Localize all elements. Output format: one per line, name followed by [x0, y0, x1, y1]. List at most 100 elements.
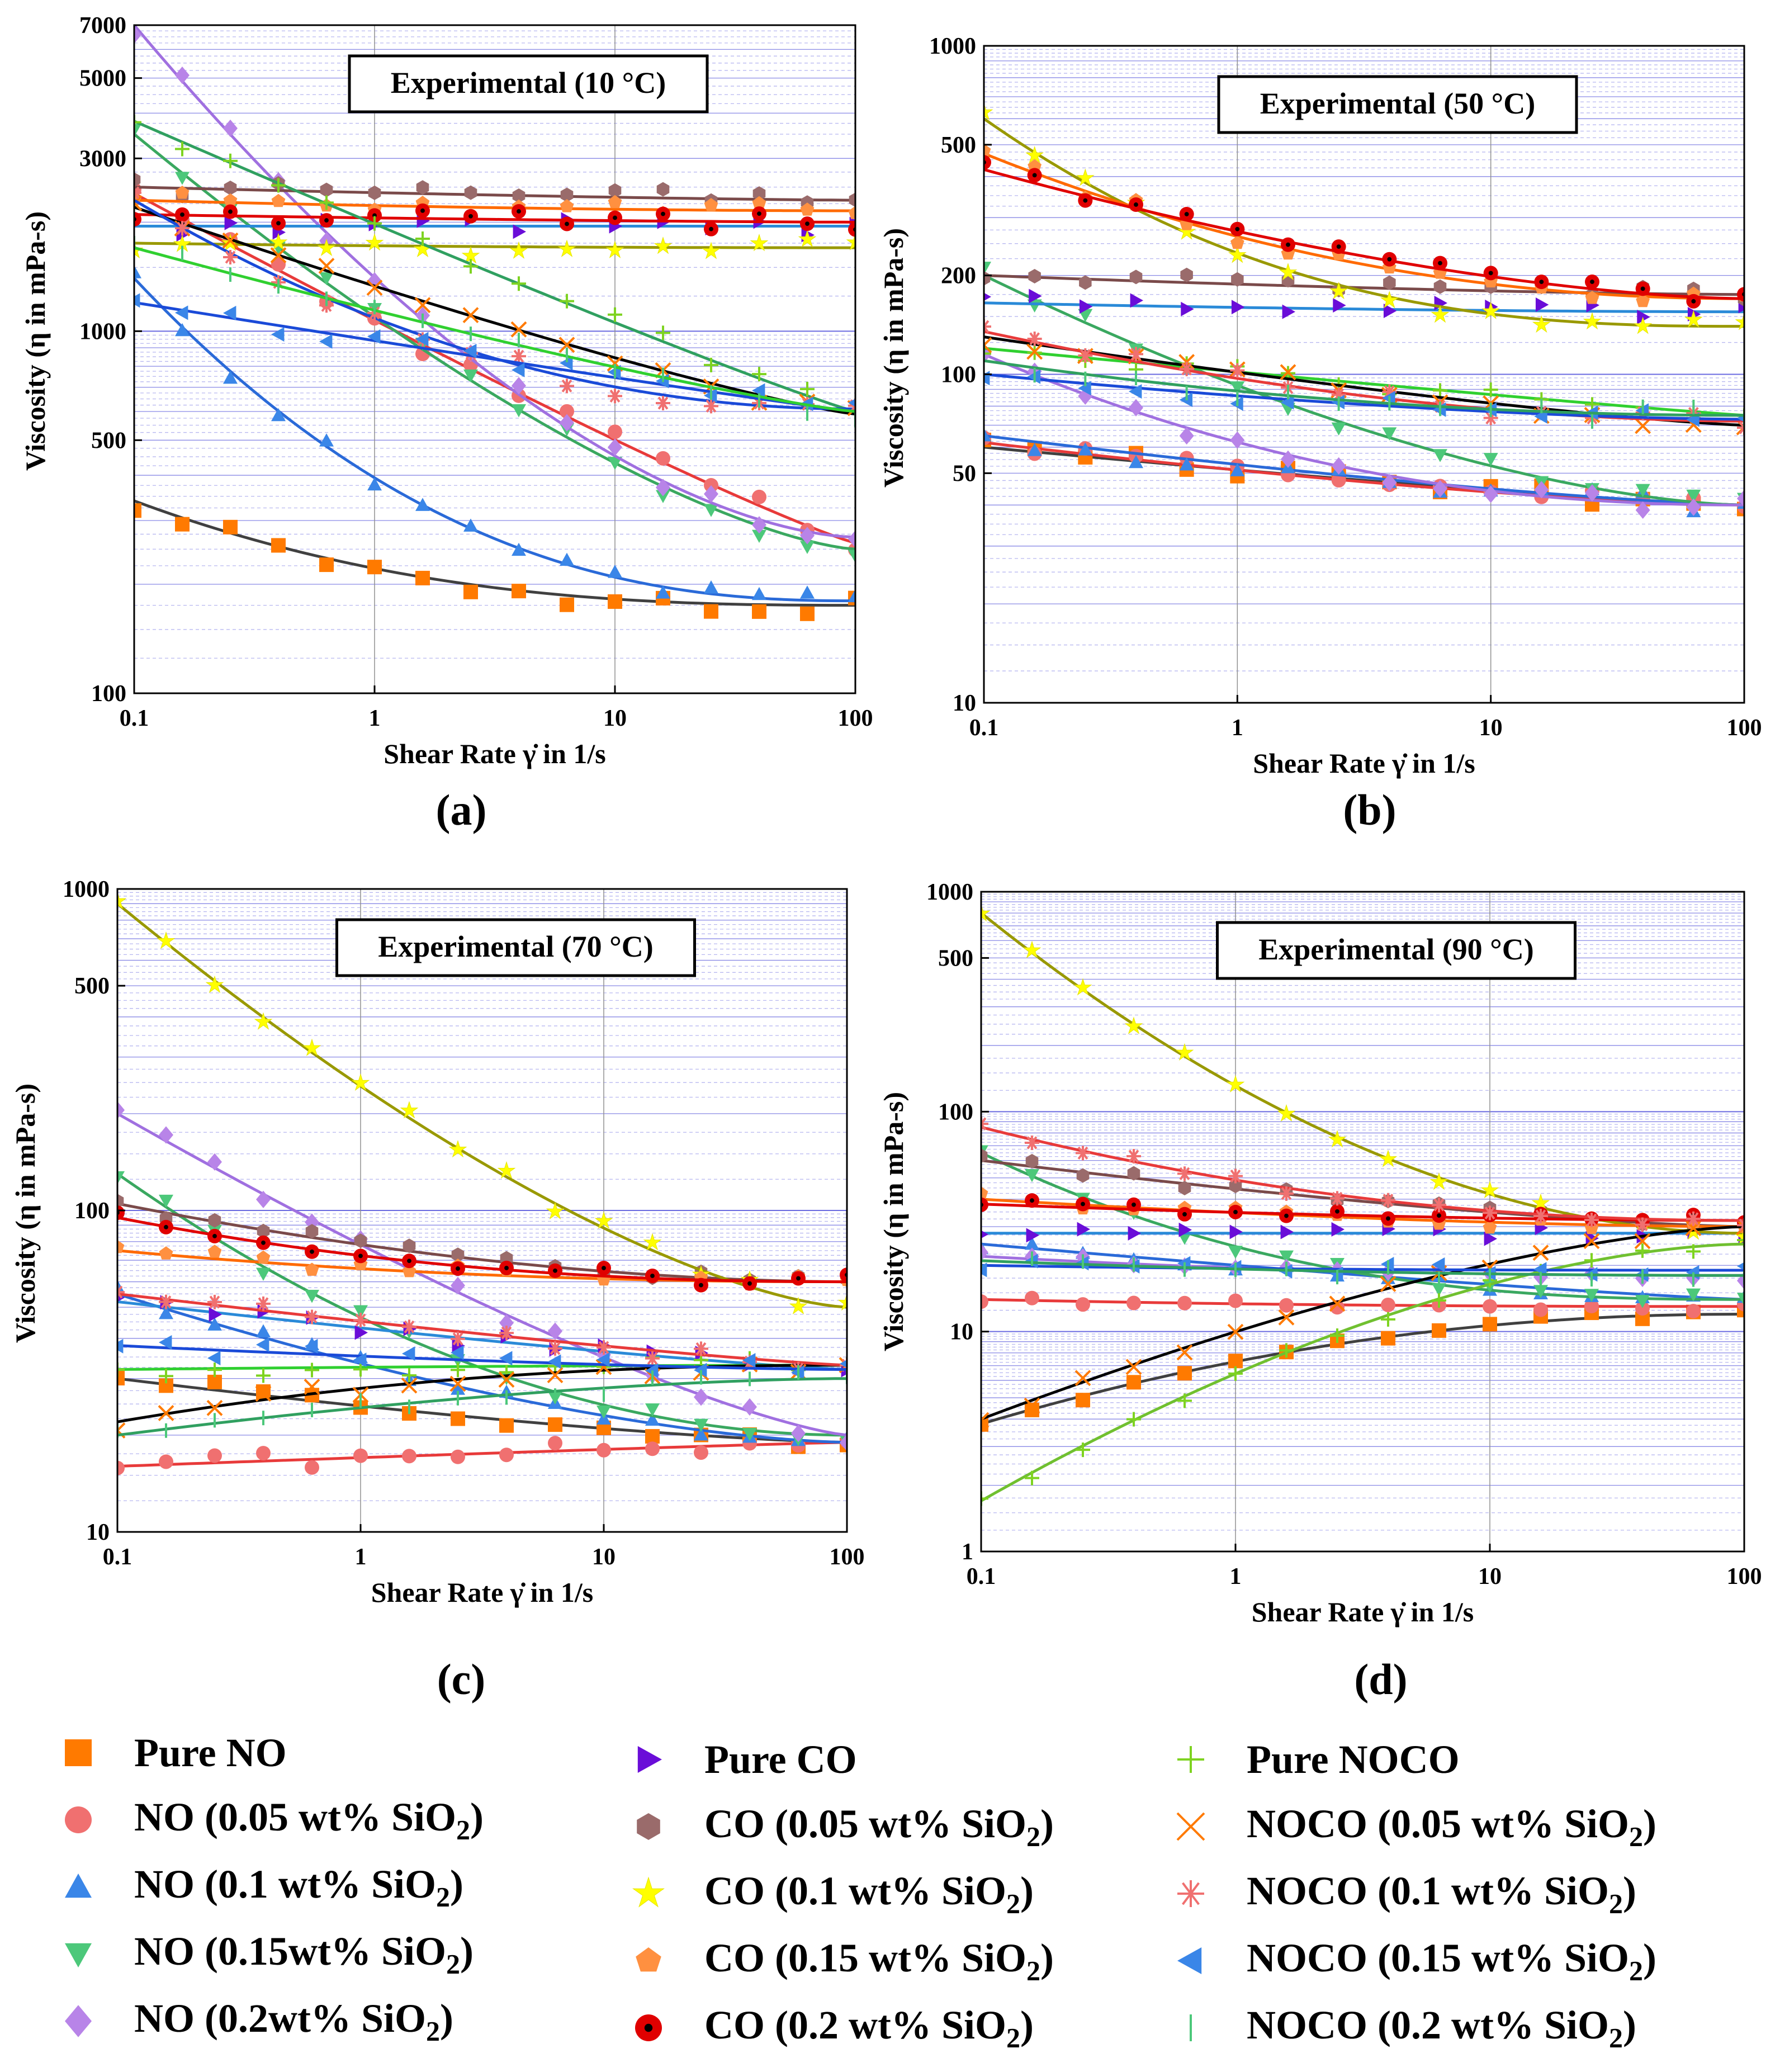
panel-title-box — [348, 54, 709, 113]
data-point — [1531, 1193, 1550, 1212]
legend-item: NOCO (0.2 wt% SiO2) — [1168, 1997, 1636, 2059]
data-point — [800, 606, 815, 621]
data-point — [403, 1238, 416, 1253]
data-point — [546, 1201, 565, 1219]
data-point — [1534, 481, 1549, 499]
data-point — [1331, 1222, 1345, 1237]
data-point — [512, 404, 526, 418]
data-point — [319, 433, 334, 447]
data-point — [694, 1427, 708, 1441]
data-point — [1181, 301, 1194, 316]
data-point — [742, 1353, 756, 1368]
fit-line — [984, 152, 1744, 300]
data-point — [305, 1290, 319, 1303]
data-point — [789, 1297, 808, 1314]
plus-marker-icon — [1177, 1746, 1204, 1773]
legend-marker — [635, 2014, 662, 2041]
data-point — [1483, 453, 1498, 466]
x-axis-label: Shear Rate γ̇ in 1/s — [1252, 1596, 1474, 1628]
legend-item: NO (0.1 wt% SiO2) — [56, 1856, 463, 1918]
data-point — [1076, 1146, 1090, 1161]
fit-line — [984, 274, 1744, 296]
pentagon-marker-icon — [636, 1947, 661, 1972]
data-point — [175, 172, 190, 185]
legend-marker — [636, 1947, 661, 1972]
data-point — [752, 383, 765, 398]
data-point — [256, 1190, 271, 1208]
data-point — [223, 519, 238, 534]
fit-line — [117, 1300, 847, 1371]
y-tick-label: 7000 — [79, 13, 126, 39]
data-point — [1129, 399, 1143, 417]
data-point — [1282, 304, 1295, 319]
data-point — [752, 489, 766, 504]
data-point-center — [1640, 286, 1645, 291]
data-point — [704, 580, 718, 594]
data-point — [557, 239, 576, 257]
x-tick-label: 0.1 — [120, 706, 149, 731]
data-point — [257, 1223, 270, 1238]
data-point — [1737, 490, 1744, 508]
data-point — [448, 1140, 467, 1158]
legend-item: Pure NOCO — [1168, 1729, 1460, 1790]
x-tick-label: 100 — [1727, 1564, 1762, 1590]
data-point — [449, 1375, 466, 1392]
data-point — [1483, 410, 1498, 425]
data-point — [1484, 1231, 1497, 1246]
data-point — [1433, 383, 1447, 398]
data-point — [1078, 442, 1093, 456]
fit-line — [984, 168, 1744, 300]
data-point — [1226, 1075, 1245, 1093]
data-point — [416, 180, 429, 195]
data-point — [1635, 1301, 1650, 1316]
fit-line — [117, 1441, 847, 1468]
plot-frame — [980, 891, 1745, 1553]
data-point — [1737, 287, 1744, 302]
y-tick-label: 1 — [962, 1539, 973, 1565]
data-point — [175, 186, 190, 199]
panel-c: 0.1 1 10 100 10 100 500 1000 Shear Rate γ̇ in 1/… — [10, 877, 865, 1704]
series-group — [117, 891, 847, 1475]
data-point-center — [602, 1266, 606, 1270]
data-point-center — [1437, 1213, 1441, 1218]
fit-line — [117, 1216, 847, 1284]
data-point — [1129, 347, 1143, 362]
data-point — [271, 408, 286, 422]
y-tick-label: 500 — [941, 133, 976, 158]
data-point — [645, 1351, 660, 1366]
data-point — [1027, 331, 1042, 346]
data-point — [256, 1337, 269, 1352]
data-point — [117, 1362, 125, 1377]
y-tick-label: 1000 — [79, 319, 126, 344]
legend-label: CO (0.05 wt% SiO2) — [704, 1801, 1054, 1852]
fit-line — [134, 120, 855, 413]
y-tick-label: 100 — [74, 1198, 110, 1224]
data-point — [1076, 168, 1095, 186]
legend-item: CO (0.15 wt% SiO2) — [626, 1930, 1054, 1991]
data-point — [560, 199, 574, 212]
data-point — [694, 1418, 708, 1432]
data-point — [981, 1412, 990, 1428]
data-point — [367, 560, 382, 575]
data-point — [1686, 1304, 1701, 1319]
fit-line — [117, 1377, 847, 1437]
data-point — [256, 1384, 271, 1399]
panel-caption: (b) — [1343, 786, 1396, 834]
data-point — [548, 1436, 562, 1451]
y-tick-label: 1000 — [929, 34, 976, 59]
data-point — [353, 1352, 367, 1368]
data-point — [1176, 1344, 1193, 1361]
data-point-center — [468, 214, 473, 219]
data-point — [752, 367, 766, 382]
data-point — [1432, 1198, 1446, 1213]
data-point — [269, 233, 288, 250]
data-point — [1432, 1293, 1446, 1308]
data-point — [800, 527, 815, 545]
panel-caption: (c) — [437, 1655, 486, 1704]
data-point — [608, 565, 622, 578]
data-point — [175, 517, 190, 532]
data-point-center — [1386, 1216, 1390, 1221]
data-point — [159, 1335, 172, 1350]
data-point — [548, 1354, 561, 1369]
